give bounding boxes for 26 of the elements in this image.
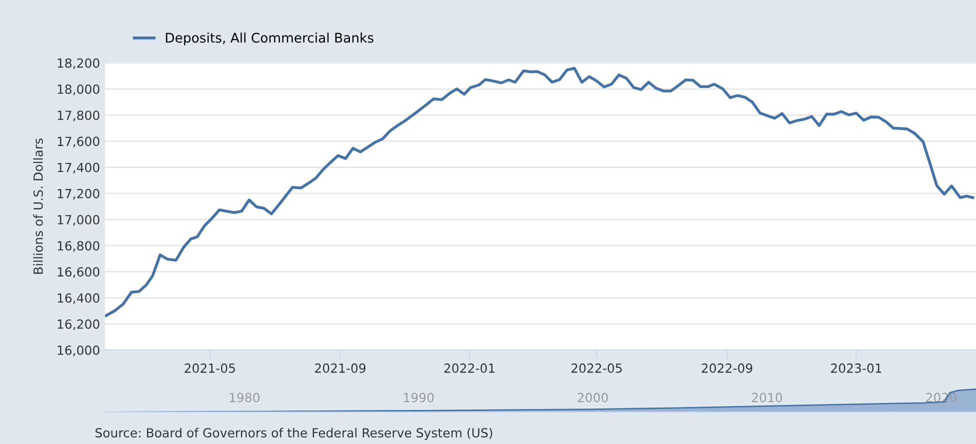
x-tick-label: 2023-01 (831, 363, 882, 373)
y-tick-label: 17,600 (58, 136, 100, 148)
source-note: Source: Board of Governors of the Federal Reserve System (US) (95, 428, 492, 440)
legend-label: Deposits, All Commercial Banks (166, 32, 374, 46)
x-tick-label: 2000 (578, 392, 608, 402)
y-tick-label: 16,000 (58, 345, 100, 356)
line-series (105, 66, 974, 317)
y-tick-label: 16,400 (58, 293, 100, 304)
y-axis-title: Billions of U.S. Dollars (33, 138, 43, 274)
y-tick-label: 17,400 (58, 162, 100, 174)
y-tick-label: 18,200 (58, 58, 100, 70)
x-tick-label: 1980 (230, 392, 260, 402)
x-tick-label: 2022-01 (444, 363, 494, 373)
x-tick-label: 2022-05 (571, 363, 622, 373)
y-tick-label: 17,200 (58, 188, 100, 200)
x-tick-label: 2021-09 (315, 363, 366, 373)
x-tick-label: 2010 (752, 392, 782, 402)
y-tick-label: 18,000 (58, 84, 100, 96)
y-tick-label: 17,800 (58, 110, 100, 122)
x-tick-label: 2021-05 (184, 363, 235, 373)
y-tick-label: 16,800 (58, 241, 100, 252)
x-tick-label: 2022-09 (702, 363, 752, 373)
y-tick-label: 16,600 (58, 267, 100, 278)
y-tick-label: 16,200 (58, 319, 100, 330)
y-tick-label: 17,000 (58, 214, 100, 226)
x-tick-label: 1990 (404, 392, 434, 402)
